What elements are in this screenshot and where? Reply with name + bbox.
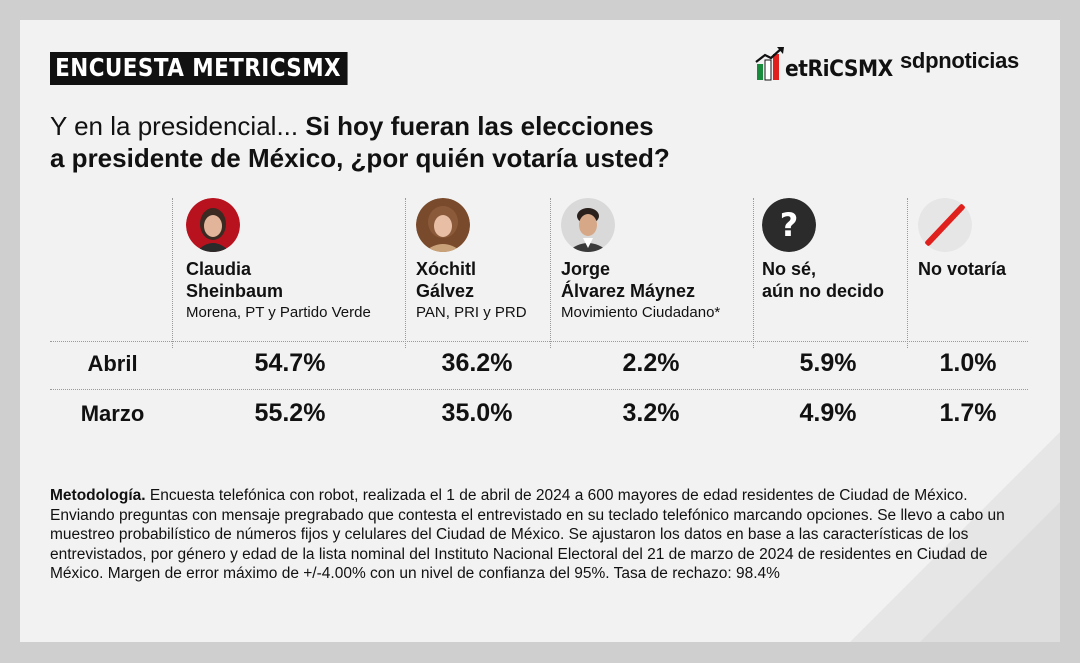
sdpnoticias-logo: sdpnoticias [900,48,1019,73]
jorge-alvarez-maynez-avatar [561,198,615,252]
poll-card: ENCUESTA METRICSMX etRiCSMX sdpnoticias … [20,20,1060,642]
data-label: 2.2% [622,349,680,377]
candidate-name: Jorge Álvarez Máynez [561,259,696,301]
row-label-marzo: Marzo [80,401,145,426]
candidate-party: Morena, PT y Partido Verde [186,304,371,321]
candidate-name: Claudia Sheinbaum [186,259,284,301]
data-label: 1.0% [939,349,997,377]
row-divider [50,389,1028,390]
methodology-label: Metodología. [50,487,146,504]
question-bold-line1: Si hoy fueran las elecciones [305,111,654,141]
data-label: 3.2% [622,399,680,427]
svg-text:?: ? [780,206,799,244]
candidate-header: ? No sé, aún no decido [762,198,884,302]
data-label: 4.9% [799,399,857,427]
claudia-sheinbaum-avatar [186,198,240,252]
column-divider [907,198,908,348]
survey-title-tag: ENCUESTA METRICSMX [50,52,348,85]
candidate-header: No votaría [918,198,1006,280]
data-label: 35.0% [441,399,513,427]
row-label-abril: Abril [87,351,138,376]
row-divider [50,341,1028,342]
candidate-header: Xóchitl Gálvez PAN, PRI y PRD [416,198,527,323]
background-decoration [850,432,1060,642]
data-label: 1.7% [939,399,997,427]
metricsmx-logo-text: etRiCSMX [785,57,893,82]
candidate-name: No votaría [918,259,1007,279]
data-label: 55.2% [254,399,326,427]
candidate-party: PAN, PRI y PRD [416,304,527,321]
methodology-text: Encuesta telefónica con robot, realizada… [50,487,1005,582]
data-label: 5.9% [799,349,857,377]
poll-question: Y en la presidencial... Si hoy fueran la… [50,110,770,174]
column-divider [405,198,406,348]
data-label: 36.2% [441,349,513,377]
column-divider [172,198,173,348]
candidate-name: Xóchitl Gálvez [416,259,477,301]
question-bold-line2: a presidente de México, ¿por quién votar… [50,143,670,173]
candidate-party: Movimiento Ciudadano* [561,304,721,321]
data-label: 54.7% [254,349,326,377]
candidate-header: Jorge Álvarez Máynez Movimiento Ciudadano… [561,198,720,323]
slash-icon [918,198,972,252]
candidate-name: No sé, aún no decido [762,259,885,301]
candidate-header: Claudia Sheinbaum Morena, PT y Partido Ve… [186,198,371,323]
column-divider [550,198,551,348]
question-mark-icon: ? [762,198,816,252]
metricsmx-logo-mark [755,47,784,81]
methodology-note: Metodología. Encuesta telefónica con rob… [50,486,1030,584]
column-divider [753,198,754,348]
metricsmx-logo: etRiCSMX [755,42,902,82]
xochitl-galvez-avatar [416,198,470,252]
question-intro: Y en la presidencial... [50,111,299,141]
